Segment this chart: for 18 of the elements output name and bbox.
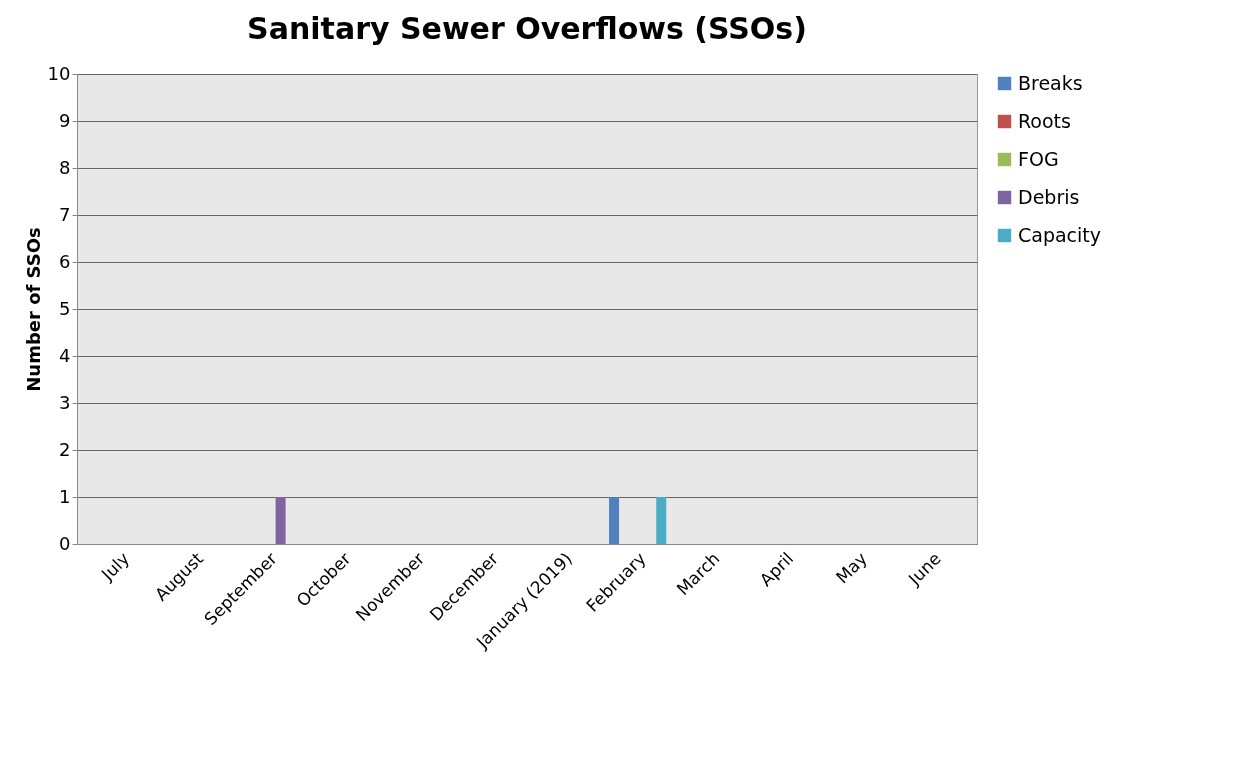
y-tick-label: 0 — [59, 532, 71, 554]
y-tick-label: 6 — [59, 250, 71, 272]
legend-label: FOG — [1018, 147, 1059, 170]
y-tick-label: 7 — [59, 203, 71, 225]
y-tick-label: 1 — [59, 485, 71, 507]
y-tick-label: 10 — [47, 62, 71, 84]
y-tick-label: 4 — [59, 344, 71, 366]
legend-label: Roots — [1018, 109, 1071, 132]
y-tick-label: 8 — [59, 156, 71, 178]
y-tick-label: 2 — [59, 438, 71, 460]
chart-title: Sanitary Sewer Overflows (SSOs) — [247, 11, 807, 46]
legend-label: Breaks — [1018, 71, 1083, 94]
y-tick-label: 3 — [59, 391, 71, 413]
legend-label: Capacity — [1018, 223, 1102, 246]
legend-label: Debris — [1018, 185, 1080, 208]
y-axis-title: Number of SSOs — [22, 227, 44, 392]
y-tick-label: 9 — [59, 109, 71, 131]
y-tick-label: 5 — [59, 297, 71, 319]
